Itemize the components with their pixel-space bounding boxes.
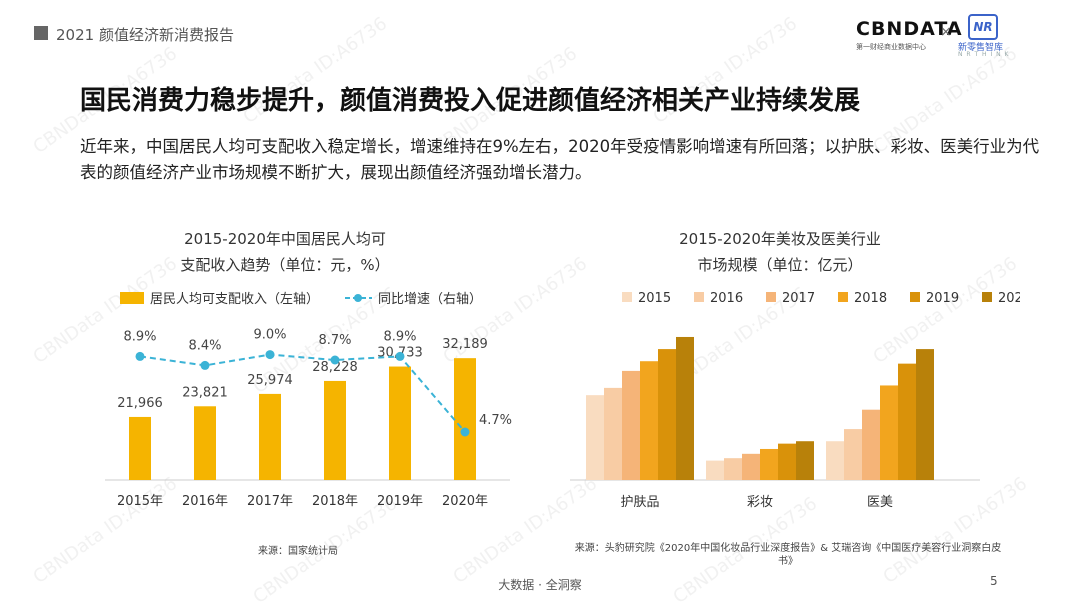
legend-income-swatch bbox=[120, 292, 144, 304]
income-bar bbox=[194, 406, 216, 480]
income-x-tick: 2020年 bbox=[442, 494, 488, 509]
cbndata-logo: CBNDATA bbox=[856, 18, 963, 40]
header-square-icon bbox=[34, 26, 48, 40]
growth-point bbox=[330, 355, 340, 365]
market-bar bbox=[622, 370, 640, 480]
market-bar bbox=[880, 385, 898, 480]
market-legend-swatch bbox=[838, 292, 848, 302]
market-bar bbox=[604, 387, 622, 480]
market-x-tick: 护肤品 bbox=[620, 495, 659, 510]
market-bar bbox=[916, 349, 934, 480]
market-bar bbox=[706, 460, 724, 480]
market-x-tick: 医美 bbox=[867, 495, 893, 510]
market-bar bbox=[742, 453, 760, 480]
growth-point bbox=[395, 351, 405, 361]
market-bar bbox=[778, 443, 796, 480]
market-bar bbox=[826, 441, 844, 480]
income-x-tick: 2019年 bbox=[377, 494, 423, 509]
market-chart-source: 来源：头豹研究院《2020年中国化妆品行业深度报告》& 艾瑞咨询《中国医疗美容行… bbox=[574, 543, 1002, 567]
income-bar-label: 32,189 bbox=[442, 337, 488, 352]
growth-point bbox=[265, 350, 275, 360]
income-bar bbox=[389, 366, 411, 480]
legend-income-label: 居民人均可支配收入（左轴） bbox=[150, 292, 319, 307]
market-legend-swatch bbox=[694, 292, 704, 302]
market-bar bbox=[898, 363, 916, 480]
growth-point bbox=[200, 360, 210, 370]
report-title: 2021 颜值经济新消费报告 bbox=[56, 26, 234, 44]
legend-growth-marker bbox=[354, 294, 362, 302]
income-chart-title-line2: 支配收入趋势（单位：元，%） bbox=[180, 256, 390, 274]
income-x-tick: 2018年 bbox=[312, 494, 358, 509]
logo-separator-icon: × bbox=[940, 24, 952, 40]
market-bar bbox=[586, 395, 604, 480]
market-bar bbox=[760, 448, 778, 480]
income-chart-title-line1: 2015-2020年中国居民人均可 bbox=[184, 230, 386, 248]
market-legend-swatch bbox=[910, 292, 920, 302]
growth-point bbox=[135, 351, 145, 361]
page-description: 近年来，中国居民人均可支配收入稳定增长，增速维持在9%左右，2020年受疫情影响… bbox=[80, 137, 1040, 182]
growth-line bbox=[139, 353, 466, 433]
market-chart-title: 2015-2020年美妆及医美行业 市场规模（单位：亿元） bbox=[630, 226, 930, 278]
cbndata-logo-text: CBNDATA bbox=[856, 18, 963, 40]
income-bar bbox=[259, 393, 281, 480]
market-legend-label: 2015 bbox=[638, 291, 671, 306]
growth-point bbox=[460, 427, 470, 437]
page-number: 5 bbox=[990, 574, 998, 588]
growth-point-label: 8.9% bbox=[383, 329, 416, 344]
market-chart: 2015 2016 2017 2018 2019 2020E 护肤品 彩妆 医美 bbox=[570, 291, 1020, 510]
income-chart-source: 来源：国家统计局 bbox=[258, 546, 338, 557]
market-chart-title-line2: 市场规模（单位：亿元） bbox=[697, 256, 863, 274]
market-legend-swatch bbox=[622, 292, 632, 302]
market-x-tick: 彩妆 bbox=[747, 495, 773, 510]
market-legend-swatch bbox=[982, 292, 992, 302]
market-bar bbox=[640, 361, 658, 480]
market-bar bbox=[862, 409, 880, 480]
income-chart-title: 2015-2020年中国居民人均可 支配收入趋势（单位：元，%） bbox=[120, 226, 450, 278]
growth-point-label: 8.7% bbox=[318, 333, 351, 348]
market-legend-swatch bbox=[766, 292, 776, 302]
partner-logo-subtitle: N R T H I N K bbox=[958, 51, 1010, 58]
market-chart-title-line1: 2015-2020年美妆及医美行业 bbox=[679, 230, 881, 248]
income-bar bbox=[129, 416, 151, 480]
market-legend-label: 2020E bbox=[998, 291, 1020, 306]
income-bar-label: 25,974 bbox=[247, 373, 293, 388]
nr-logo-icon: NR bbox=[968, 14, 998, 40]
market-legend-label: 2018 bbox=[854, 291, 887, 306]
income-bar bbox=[454, 358, 476, 480]
income-bar-label: 28,228 bbox=[312, 360, 358, 375]
market-bar bbox=[658, 349, 676, 480]
growth-point-label: 4.7% bbox=[479, 413, 512, 428]
income-bar-label: 21,966 bbox=[117, 396, 163, 411]
growth-point-label: 8.9% bbox=[123, 329, 156, 344]
market-legend-label: 2017 bbox=[782, 291, 815, 306]
market-bar bbox=[724, 458, 742, 480]
growth-point-label: 8.4% bbox=[188, 338, 221, 353]
income-bar bbox=[324, 380, 346, 480]
market-bar bbox=[796, 441, 814, 480]
market-legend-label: 2016 bbox=[710, 291, 743, 306]
income-x-tick: 2016年 bbox=[182, 494, 228, 509]
market-legend-label: 2019 bbox=[926, 291, 959, 306]
growth-point-label: 9.0% bbox=[253, 328, 286, 343]
cbndata-logo-subtitle: 第一财经商业数据中心 bbox=[856, 43, 926, 51]
income-x-tick: 2015年 bbox=[117, 494, 163, 509]
partner-logo-name: 新零售智库 bbox=[958, 43, 1004, 53]
income-x-tick: 2017年 bbox=[247, 494, 293, 509]
income-bar-label: 23,821 bbox=[182, 385, 228, 400]
legend-growth-label: 同比增速（右轴） bbox=[378, 292, 482, 307]
market-bar bbox=[676, 336, 694, 480]
footer-slogan: 大数据 · 全洞察 bbox=[498, 578, 582, 592]
income-chart: 居民人均可支配收入（左轴） 同比增速（右轴） 21,966 2015年 23,821 20… bbox=[105, 292, 512, 509]
page-title: 国民消费力稳步提升，颜值消费投入促进颜值经济相关产业持续发展 bbox=[80, 86, 861, 116]
market-bar bbox=[844, 429, 862, 480]
